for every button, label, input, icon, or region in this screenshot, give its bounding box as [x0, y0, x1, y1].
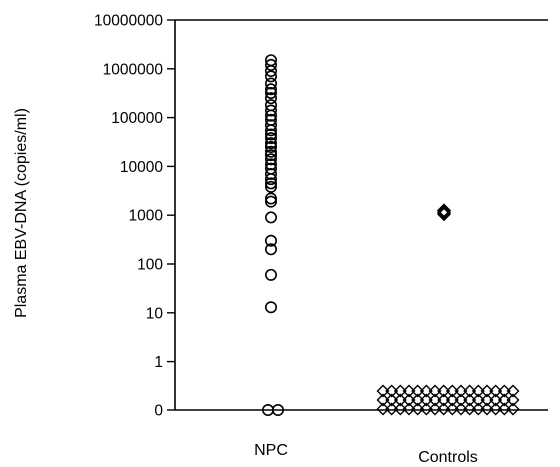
- npc-point: [264, 211, 277, 224]
- control-point: [506, 402, 520, 416]
- y-tick-label: 1: [154, 354, 163, 371]
- npc-point: [264, 158, 277, 171]
- npc-point: [264, 268, 277, 281]
- control-point: [471, 393, 485, 407]
- control-point: [385, 393, 399, 407]
- control-point: [376, 402, 390, 416]
- control-point: [411, 402, 425, 416]
- control-point: [437, 402, 451, 416]
- control-point: [497, 384, 511, 398]
- control-point: [419, 402, 433, 416]
- control-point: [402, 393, 416, 407]
- control-point: [445, 393, 459, 407]
- control-point: [471, 384, 485, 398]
- control-point: [471, 402, 485, 416]
- control-point: [428, 384, 442, 398]
- control-point: [437, 384, 451, 398]
- control-point: [463, 384, 477, 398]
- npc-point: [264, 65, 277, 78]
- control-point: [463, 393, 477, 407]
- control-point: [506, 393, 520, 407]
- axes: [174, 19, 548, 411]
- control-point: [489, 393, 503, 407]
- control-point: [428, 402, 442, 416]
- npc-point: [271, 403, 284, 416]
- control-point: [445, 384, 459, 398]
- y-tick-label: 0: [154, 403, 163, 420]
- npc-point: [264, 167, 277, 180]
- control-point: [428, 393, 442, 407]
- npc-point: [264, 173, 277, 186]
- y-axis-title: Plasma EBV-DNA (copies/ml): [13, 108, 30, 318]
- control-point: [385, 384, 399, 398]
- control-point: [463, 402, 477, 416]
- npc-point: [264, 192, 277, 205]
- npc-point: [264, 86, 277, 99]
- y-tick-label: 100: [137, 257, 163, 274]
- control-point: [454, 384, 468, 398]
- npc-point: [264, 83, 277, 96]
- npc-point: [264, 301, 277, 314]
- x-category-label: NPC: [254, 442, 288, 459]
- control-point: [411, 393, 425, 407]
- npc-point: [264, 243, 277, 256]
- control-point: [489, 384, 503, 398]
- npc-point: [264, 77, 277, 90]
- control-point: [454, 402, 468, 416]
- control-point: [497, 402, 511, 416]
- control-point: [419, 384, 433, 398]
- y-tick-label: 10000: [120, 159, 163, 176]
- npc-point: [264, 92, 277, 105]
- npc-point: [264, 234, 277, 247]
- npc-point: [264, 128, 277, 141]
- npc-point: [264, 180, 277, 193]
- control-point: [376, 384, 390, 398]
- control-point: [436, 205, 452, 220]
- npc-point: [264, 140, 277, 153]
- npc-point: [264, 109, 277, 122]
- npc-point: [264, 58, 277, 71]
- control-point: [393, 402, 407, 416]
- y-tick-label: 10000000: [94, 13, 163, 30]
- control-point: [489, 402, 503, 416]
- npc-point: [264, 153, 277, 166]
- npc-point: [264, 119, 277, 132]
- control-point: [402, 384, 416, 398]
- control-point: [419, 393, 433, 407]
- control-point: [445, 402, 459, 416]
- control-point: [402, 402, 416, 416]
- control-point: [437, 393, 451, 407]
- control-point: [480, 402, 494, 416]
- x-category-label: Controls: [418, 449, 478, 466]
- npc-point: [264, 145, 277, 158]
- npc-point: [264, 137, 277, 150]
- y-tick-label: 100000: [111, 110, 163, 127]
- npc-point: [264, 177, 277, 190]
- y-tick-label: 10: [146, 305, 164, 322]
- control-point: [454, 393, 468, 407]
- npc-point: [264, 104, 277, 117]
- npc-point: [264, 149, 277, 162]
- control-point: [393, 393, 407, 407]
- control-point: [376, 393, 390, 407]
- control-point: [480, 393, 494, 407]
- control-point: [393, 384, 407, 398]
- npc-point: [264, 70, 277, 83]
- data-points: [261, 54, 520, 416]
- control-point: [385, 402, 399, 416]
- npc-point: [264, 195, 277, 208]
- control-point: [506, 384, 520, 398]
- control-point: [411, 384, 425, 398]
- category-labels: NPC Controls: [254, 442, 478, 466]
- y-tick-label: 1000000: [103, 61, 164, 78]
- control-point: [497, 393, 511, 407]
- control-point: [480, 384, 494, 398]
- y-tick-label: 1000: [129, 208, 164, 225]
- npc-point: [264, 124, 277, 137]
- control-point: [436, 203, 452, 218]
- npc-point: [264, 132, 277, 145]
